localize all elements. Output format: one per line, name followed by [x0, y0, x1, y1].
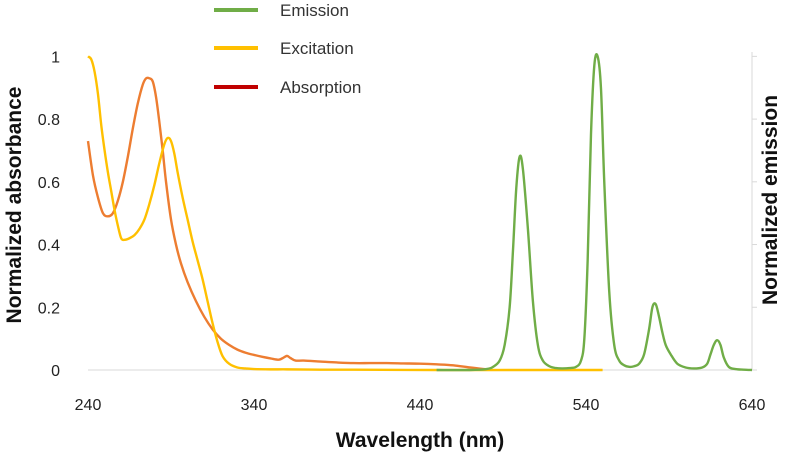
right-axis-ticks — [752, 55, 757, 371]
series-layer — [86, 53, 753, 372]
x-axis-title: Wavelength (nm) — [336, 429, 504, 452]
series-line-excitation — [87, 55, 603, 372]
legend-label-emission: Emission — [280, 1, 349, 20]
y-axis-title-right: Normalized emission — [759, 95, 782, 305]
y-tick-label: 1 — [51, 49, 60, 66]
y-tick-label: 0.2 — [38, 300, 60, 317]
y-axis-title-left: Normalized absorbance — [3, 87, 26, 324]
x-tick-label: 340 — [241, 397, 268, 414]
x-tick-label: 540 — [573, 397, 600, 414]
x-axis-tick-labels: 240 340 440 540 640 — [75, 397, 766, 414]
legend: Emission Excitation Absorption — [214, 1, 361, 97]
x-tick-label: 240 — [75, 397, 102, 414]
x-tick-label: 640 — [739, 397, 766, 414]
series-line-absorption — [86, 76, 487, 371]
y-tick-label: 0 — [51, 363, 60, 380]
legend-label-absorption: Absorption — [280, 78, 361, 97]
legend-label-excitation: Excitation — [280, 39, 354, 58]
y-tick-label: 0.6 — [38, 175, 60, 192]
x-tick-label: 440 — [407, 397, 434, 414]
y-tick-label: 0.4 — [38, 238, 60, 255]
y-tick-label: 0.8 — [38, 112, 60, 129]
series-line-emission — [436, 53, 753, 372]
y-axis-tick-labels: 0 0.2 0.4 0.6 0.8 1 — [38, 49, 60, 380]
